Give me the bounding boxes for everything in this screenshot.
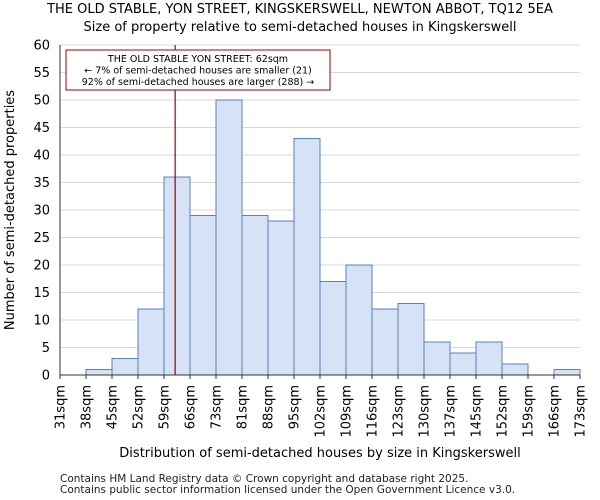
x-tick-label: 102sqm [314,385,329,438]
histogram-bar [85,369,113,376]
histogram-bar [319,281,347,376]
x-tick-label: 166sqm [548,385,563,438]
y-tick-label: 25 [33,231,50,246]
histogram-bar [501,363,529,376]
x-tick-label: 123sqm [392,385,407,438]
histogram-bar [423,341,451,376]
y-axis-label: Number of semi-detached properties [3,90,18,330]
x-tick-label: 152sqm [496,385,511,438]
x-tick-label: 130sqm [418,385,433,438]
x-tick-label: 31sqm [54,385,69,429]
x-tick-label: 145sqm [470,385,485,438]
annotation-line: 92% of semi-detached houses are larger (… [82,77,315,88]
y-tick-label: 60 [33,39,50,54]
x-tick-label: 59sqm [158,385,173,429]
y-tick-label: 35 [33,176,50,191]
histogram-bar [215,99,243,376]
x-tick-label: 173sqm [574,385,589,438]
x-tick-label: 38sqm [80,385,95,429]
y-tick-label: 5 [42,341,50,356]
footer-licence: Contains public sector information licen… [60,484,516,496]
histogram-bar [371,308,399,376]
y-tick-label: 50 [33,94,50,109]
histogram-bar [397,303,425,376]
x-tick-label: 66sqm [184,385,199,429]
histogram-bar [241,215,269,376]
x-tick-label: 159sqm [522,385,537,438]
x-tick-label: 45sqm [106,385,121,429]
y-tick-label: 20 [33,259,50,274]
annotation-line: THE OLD STABLE YON STREET: 62sqm [107,54,288,65]
chart-title: THE OLD STABLE, YON STREET, KINGSKERSWEL… [47,2,553,17]
footer-copyright: Contains HM Land Registry data © Crown c… [60,473,469,485]
x-tick-label: 116sqm [366,385,381,438]
histogram-bar [345,264,373,376]
x-tick-label: 88sqm [262,385,277,429]
annotation-box [65,49,331,91]
x-axis-label: Distribution of semi-detached houses by … [119,446,520,461]
chart-subtitle: Size of property relative to semi-detach… [83,20,517,35]
x-tick-label: 52sqm [132,385,147,429]
histogram-bar [189,215,217,376]
y-tick-label: 30 [33,204,50,219]
x-tick-label: 95sqm [288,385,303,429]
histogram-bar [163,176,191,376]
y-tick-label: 55 [33,66,50,81]
histogram-bar [137,308,165,376]
histogram-bar [553,369,581,376]
y-tick-label: 45 [33,121,50,136]
histogram-bar [293,138,321,376]
histogram-bar [267,220,295,376]
x-tick-label: 73sqm [210,385,225,429]
x-tick-label: 81sqm [236,385,251,429]
x-tick-label: 109sqm [340,385,355,438]
y-tick-label: 15 [33,286,50,301]
y-tick-label: 10 [33,314,50,329]
x-tick-label: 137sqm [444,385,459,438]
y-tick-label: 0 [42,369,50,384]
histogram-bar [475,341,503,376]
annotation-line: ← 7% of semi-detached houses are smaller… [84,66,312,77]
y-tick-label: 40 [33,149,50,164]
histogram-bar [449,352,477,376]
histogram-bar [111,358,139,376]
